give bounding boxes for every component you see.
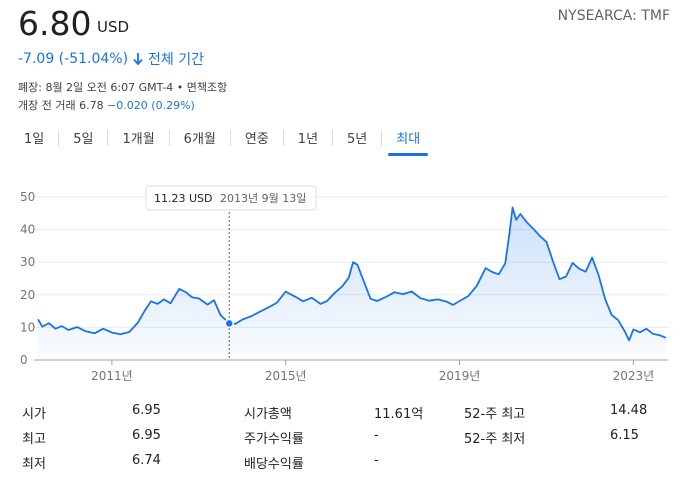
tab-divider — [229, 130, 231, 146]
stat-label: 최저 — [22, 457, 46, 472]
market-status: 폐장: 8월 2일 오전 6:07 GMT-4 • 면책조항 — [18, 81, 228, 94]
ticker-symbol: NYSEARCA: TMF — [557, 8, 670, 24]
premarket-label: 개장 전 거래 6.78 — [18, 99, 104, 112]
range-tab[interactable]: 5일 — [73, 132, 94, 147]
tab-divider — [282, 130, 284, 146]
range-tab[interactable]: 6개월 — [183, 132, 216, 147]
stat-value: 6.95 — [132, 428, 161, 443]
stat-value: 14.48 — [610, 403, 648, 418]
stat-label: 주가수익률 — [244, 432, 304, 447]
tab-divider — [332, 130, 334, 146]
price-value: 6.80 — [18, 4, 92, 43]
stat-value: 11.61억 — [374, 407, 424, 422]
currency-label: USD — [97, 18, 130, 36]
tooltip-value: 11.23 USD — [154, 192, 213, 205]
y-tick-label: 20 — [20, 288, 35, 302]
tooltip-date: 2013년 9월 13일 — [220, 191, 306, 205]
tab-divider — [381, 130, 383, 146]
period-label: 전체 기간 — [148, 52, 205, 68]
range-tab[interactable]: 1년 — [297, 132, 319, 147]
stat-value: - — [374, 453, 379, 468]
range-tabs: 1일 5일 1개월 6개월 연중 1년 5년 최대 — [10, 128, 434, 156]
y-tick-label: 30 — [20, 255, 35, 269]
chart-cursor-dot — [224, 318, 234, 329]
x-tick-label: 2015년 — [265, 369, 307, 383]
stat-label: 시가 — [22, 407, 46, 422]
price-change: -7.09 (-51.04%) — [18, 51, 129, 67]
range-tab[interactable]: 연중 — [244, 132, 269, 147]
arrow-down-icon — [133, 53, 143, 66]
stat-label: 52-주 최저 — [464, 432, 526, 447]
premarket-change: −0.020 (0.29%) — [107, 99, 195, 112]
tab-divider — [107, 130, 109, 146]
stat-value: 6.15 — [610, 428, 639, 443]
stat-label: 최고 — [22, 432, 46, 447]
tab-divider — [58, 130, 60, 146]
chart-area-fill — [38, 207, 666, 360]
stat-value: 6.74 — [132, 453, 161, 468]
range-tab[interactable]: 1개월 — [122, 132, 155, 147]
tab-divider — [168, 130, 170, 146]
stat-value: - — [374, 428, 379, 443]
range-tab[interactable]: 5년 — [347, 132, 368, 147]
price-change-row: -7.09 (-51.04%) 전체 기간 — [18, 49, 204, 69]
y-tick-label: 40 — [20, 223, 35, 237]
stat-label: 52-주 최고 — [464, 407, 526, 422]
x-tick-label: 2023년 — [613, 369, 655, 383]
y-tick-label: 50 — [20, 190, 35, 204]
stat-label: 시가총액 — [244, 407, 292, 422]
stat-label: 배당수익률 — [244, 457, 304, 472]
chart-tooltip: 11.23 USD 2013년 9월 13일 — [145, 185, 317, 211]
x-tick-label: 2011년 — [91, 369, 133, 383]
x-tick-label: 2019년 — [439, 369, 481, 383]
range-tab[interactable]: 최대 — [382, 128, 434, 156]
range-tab[interactable]: 1일 — [24, 132, 45, 147]
stat-value: 6.95 — [132, 403, 161, 418]
y-tick-label: 0 — [20, 353, 28, 367]
premarket-row: 개장 전 거래 6.78 −0.020 (0.29%) — [18, 97, 195, 113]
y-tick-label: 10 — [20, 320, 35, 334]
price-chart[interactable]: 11.23 USD 2013년 9월 13일 50 40 30 20 10 0 2011년 2… — [0, 176, 687, 396]
chart-price-line — [37, 206, 667, 342]
